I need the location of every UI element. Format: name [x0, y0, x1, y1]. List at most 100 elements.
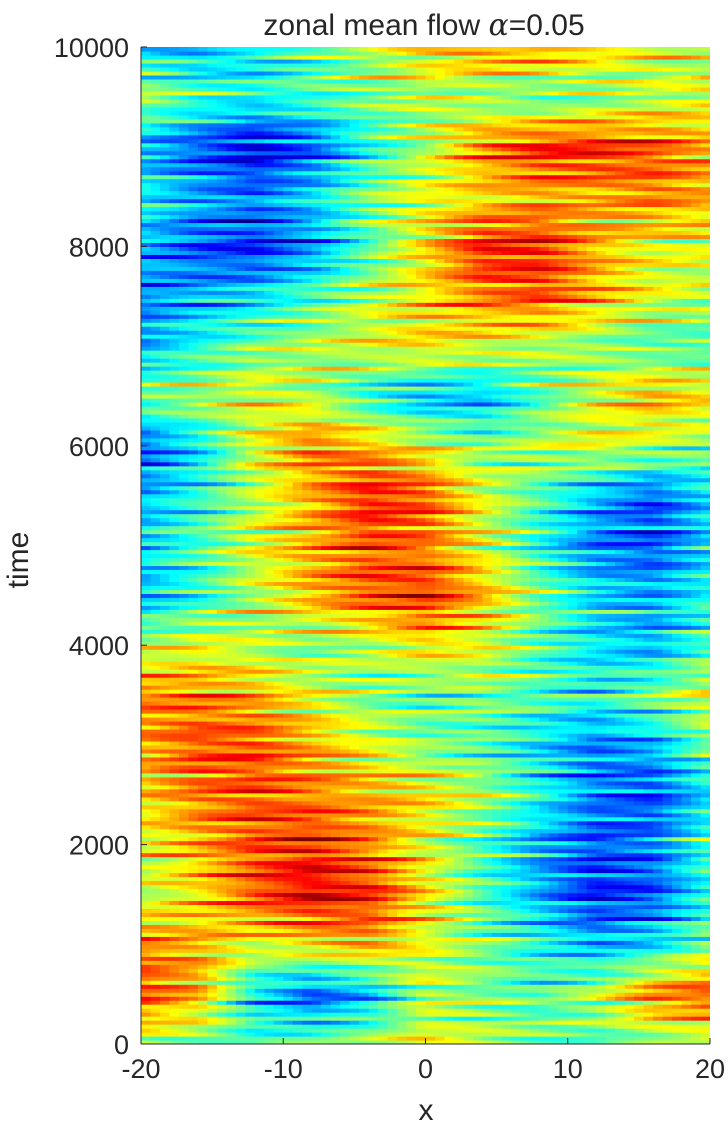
heatmap-cell — [359, 848, 370, 854]
heatmap-cell — [321, 764, 332, 770]
heatmap-cell — [416, 980, 427, 985]
heatmap-cell — [605, 716, 616, 722]
heatmap-cell — [330, 880, 341, 886]
heatmap-cell — [302, 948, 313, 953]
heatmap-cell — [159, 864, 171, 870]
heatmap-cell — [368, 876, 379, 882]
heatmap-cell — [558, 920, 569, 925]
heatmap-cell — [207, 900, 218, 906]
heatmap-cell — [681, 912, 692, 917]
heatmap-cell — [624, 980, 635, 985]
heatmap-cell — [197, 848, 208, 854]
heatmap-cell — [691, 936, 702, 941]
heatmap-cell — [359, 980, 370, 985]
heatmap-cell — [188, 1000, 199, 1005]
heatmap-cell — [387, 764, 398, 770]
heatmap-cell — [539, 848, 550, 854]
heatmap-cell — [586, 976, 597, 981]
heatmap-cell — [292, 944, 303, 949]
heatmap-cell — [491, 860, 502, 866]
heatmap-cell — [672, 828, 683, 834]
heatmap-cell — [643, 948, 654, 953]
heatmap-cell — [302, 964, 313, 969]
heatmap-cell — [577, 980, 588, 985]
heatmap-cell — [406, 728, 417, 734]
heatmap-cell — [596, 812, 607, 818]
heatmap-cell — [406, 792, 417, 798]
heatmap-cell — [330, 920, 341, 925]
heatmap-cell — [567, 1040, 578, 1044]
heatmap-cell — [567, 820, 578, 826]
heatmap-cell — [624, 848, 635, 854]
heatmap-cell — [273, 736, 284, 742]
heatmap-cell — [283, 888, 294, 894]
heatmap-cell — [406, 752, 417, 758]
heatmap-cell — [463, 868, 474, 874]
heatmap-cell — [273, 860, 284, 866]
heatmap-cell — [273, 756, 284, 762]
heatmap-cell — [397, 968, 408, 973]
heatmap-cell — [643, 800, 654, 806]
heatmap-cell — [558, 908, 569, 913]
heatmap-cell — [169, 988, 180, 993]
heatmap-cell — [510, 936, 521, 941]
heatmap-cell — [368, 924, 379, 929]
heatmap-cell — [273, 1012, 284, 1017]
heatmap-cell — [567, 980, 578, 985]
heatmap-cell — [567, 984, 578, 989]
heatmap-cell — [416, 952, 427, 957]
heatmap-cell — [311, 916, 322, 921]
heatmap-cell — [302, 984, 313, 989]
heatmap-cell — [681, 832, 692, 838]
heatmap-cell — [169, 780, 180, 786]
heatmap-cell — [406, 892, 417, 898]
heatmap-cell — [643, 796, 654, 802]
heatmap-cell — [216, 976, 227, 981]
heatmap-cell — [434, 764, 446, 770]
heatmap-cell — [416, 928, 427, 933]
heatmap-cell — [264, 744, 275, 750]
heatmap-cell — [453, 724, 465, 730]
heatmap-cell — [634, 776, 645, 782]
heatmap-cell — [662, 872, 673, 878]
heatmap-cell — [472, 996, 483, 1001]
heatmap-cell — [273, 948, 284, 953]
heatmap-cell — [482, 892, 493, 898]
heatmap-cell — [558, 956, 569, 961]
heatmap-cell — [349, 888, 360, 894]
heatmap-cell — [150, 960, 161, 965]
heatmap-cell — [567, 816, 578, 822]
heatmap-cell — [548, 796, 559, 802]
heatmap-cell — [453, 864, 465, 870]
heatmap-cell — [596, 760, 607, 766]
heatmap-cell — [653, 876, 664, 882]
heatmap-cell — [340, 876, 351, 882]
heatmap-cell — [425, 740, 436, 746]
heatmap-cell — [691, 928, 702, 933]
heatmap-cell — [416, 1036, 427, 1041]
heatmap-cell — [472, 988, 483, 993]
heatmap-cell — [159, 896, 171, 902]
heatmap-cell — [491, 1008, 502, 1013]
heatmap-cell — [387, 780, 398, 786]
heatmap-cell — [453, 796, 465, 802]
heatmap-cell — [387, 864, 398, 870]
heatmap-cell — [586, 776, 597, 782]
heatmap-cell — [235, 824, 246, 830]
heatmap-cell — [416, 860, 427, 866]
heatmap-cell — [615, 776, 626, 782]
heatmap-cell — [662, 980, 673, 985]
heatmap-cell — [520, 832, 531, 838]
heatmap-cell — [178, 988, 190, 993]
heatmap-cell — [510, 868, 521, 874]
heatmap-cell — [235, 820, 246, 826]
heatmap-cell — [491, 964, 502, 969]
heatmap-cell — [378, 788, 389, 794]
heatmap-cell — [634, 1012, 645, 1017]
heatmap-cell — [416, 756, 427, 762]
heatmap-cell — [226, 808, 237, 814]
heatmap-cell — [188, 952, 199, 957]
heatmap-cell — [349, 880, 360, 886]
heatmap-cell — [321, 876, 332, 882]
heatmap-cell — [539, 868, 550, 874]
